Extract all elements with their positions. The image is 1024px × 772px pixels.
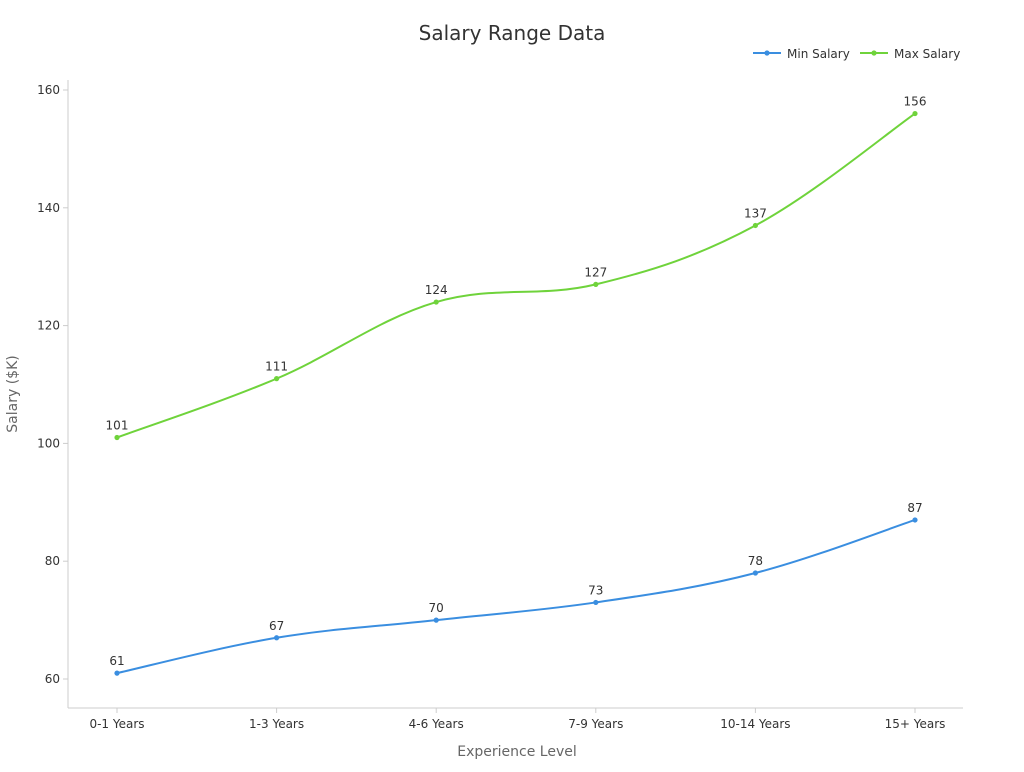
data-point-max-salary[interactable]: [433, 299, 439, 305]
data-point-min-salary[interactable]: [912, 517, 918, 523]
legend-item-max-salary[interactable]: Max Salary: [860, 47, 960, 61]
data-label-min-salary: 61: [109, 654, 124, 668]
data-point-min-salary[interactable]: [433, 617, 439, 623]
data-label-max-salary: 127: [584, 265, 607, 279]
data-point-max-salary[interactable]: [593, 281, 599, 287]
data-point-max-salary[interactable]: [114, 434, 120, 441]
x-tick-label: 10-14 Years: [720, 717, 790, 731]
y-axis-ticks: 60 80 100 120 140 160: [37, 83, 68, 686]
data-label-min-salary: 87: [907, 501, 922, 515]
y-tick-label: 100: [37, 436, 60, 450]
legend: Min Salary Max Salary: [753, 47, 960, 61]
y-tick-label: 80: [45, 554, 60, 568]
y-tick-label: 160: [37, 83, 60, 97]
x-tick-label: 15+ Years: [885, 717, 946, 731]
series-line-max-salary: [116, 112, 916, 439]
y-tick-label: 120: [37, 319, 60, 333]
x-tick-label: 0-1 Years: [89, 717, 144, 731]
data-label-max-salary: 156: [904, 95, 927, 109]
data-point-min-salary[interactable]: [593, 599, 599, 606]
y-tick-label: 140: [37, 201, 60, 215]
data-label-max-salary: 111: [265, 360, 288, 374]
data-label-max-salary: 124: [425, 283, 448, 297]
series-min-salary: 61 67 70 73 78 87: [109, 501, 923, 676]
series-line-min-salary: [116, 519, 916, 675]
data-point-max-salary[interactable]: [912, 110, 918, 117]
y-axis-title: Salary ($K): [5, 355, 21, 432]
data-point-min-salary[interactable]: [752, 570, 759, 576]
data-label-min-salary: 78: [748, 554, 763, 568]
legend-label: Min Salary: [787, 47, 850, 61]
data-point-min-salary[interactable]: [114, 670, 120, 676]
data-point-min-salary[interactable]: [274, 635, 280, 641]
data-point-max-salary[interactable]: [752, 222, 759, 229]
legend-swatch-marker: [764, 50, 770, 56]
x-axis-title: Experience Level: [457, 744, 576, 760]
series-max-salary: 101 111 124 127 137 156: [106, 95, 927, 441]
data-point-max-salary[interactable]: [274, 376, 280, 382]
x-tick-label: 7-9 Years: [568, 717, 623, 731]
axes: [67, 80, 963, 709]
x-tick-label: 4-6 Years: [409, 717, 464, 731]
y-tick-label: 60: [45, 672, 60, 686]
data-label-min-salary: 70: [429, 601, 444, 615]
data-label-min-salary: 67: [269, 619, 284, 633]
series-layer: 61 67 70 73 78 87 101 111 124 127 137 156: [106, 95, 927, 676]
legend-label: Max Salary: [894, 47, 960, 61]
data-label-min-salary: 73: [588, 583, 603, 597]
legend-swatch-marker: [871, 50, 877, 56]
chart-title: Salary Range Data: [419, 21, 606, 45]
x-tick-label: 1-3 Years: [249, 717, 304, 731]
legend-item-min-salary[interactable]: Min Salary: [753, 47, 850, 61]
x-axis-ticks: 0-1 Years 1-3 Years 4-6 Years 7-9 Years 10-1…: [89, 708, 945, 731]
data-label-max-salary: 137: [744, 206, 767, 220]
data-label-max-salary: 101: [106, 419, 129, 433]
